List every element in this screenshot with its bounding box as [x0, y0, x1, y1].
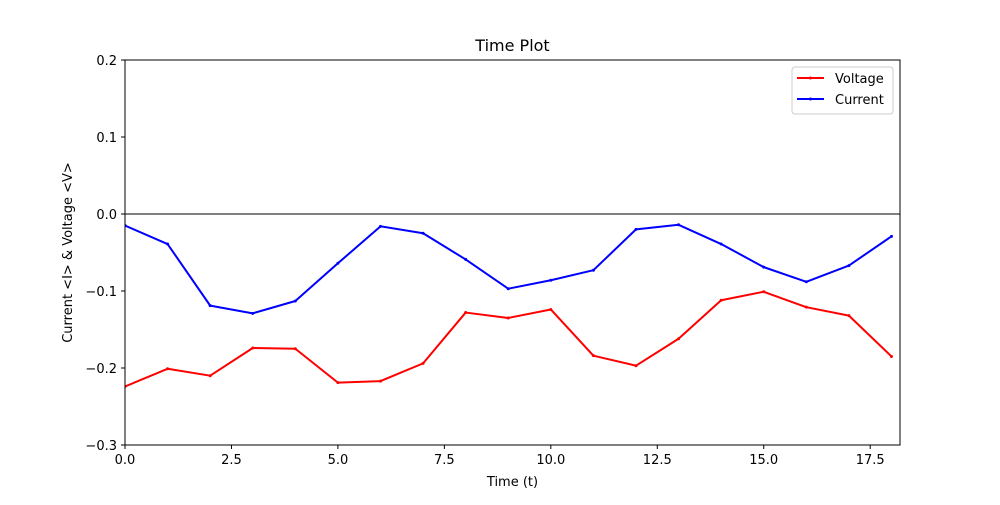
series-line-current — [125, 223, 893, 315]
data-point-current — [293, 299, 297, 303]
data-point-current — [549, 278, 553, 282]
data-point-current — [421, 231, 425, 235]
data-point-current — [166, 242, 170, 246]
data-point-voltage — [677, 337, 681, 341]
data-point-current — [208, 304, 212, 308]
data-point-voltage — [591, 354, 595, 358]
legend-label-voltage: Voltage — [835, 72, 884, 87]
plot-area — [125, 213, 900, 388]
x-tick-label: 5.0 — [328, 453, 349, 468]
y-tick-label: −0.1 — [85, 285, 117, 300]
y-axis-label: Current <I> & Voltage <V> — [61, 162, 76, 343]
data-point-voltage — [251, 346, 255, 350]
x-tick-label: 15.0 — [749, 453, 778, 468]
plot-frame — [124, 59, 901, 446]
y-tick-label: −0.2 — [85, 362, 117, 377]
data-point-voltage — [464, 311, 468, 315]
legend: Voltage Current — [791, 66, 894, 115]
chart-title: Time Plot — [474, 36, 549, 55]
data-point-voltage — [336, 381, 340, 385]
legend-marker-voltage — [809, 76, 812, 80]
y-tick-label: −0.3 — [85, 439, 117, 454]
data-point-voltage — [506, 316, 510, 320]
data-point-voltage — [549, 307, 553, 311]
data-point-voltage — [208, 374, 212, 378]
data-point-current — [804, 280, 808, 284]
y-tick-label: 0.2 — [96, 54, 117, 69]
data-point-voltage — [889, 354, 893, 358]
data-point-current — [506, 287, 510, 291]
x-tick-label: 17.5 — [856, 453, 885, 468]
y-tick-label: 0.1 — [96, 131, 117, 146]
data-point-voltage — [166, 367, 170, 371]
data-point-current — [634, 227, 638, 231]
data-point-voltage — [378, 379, 382, 383]
data-point-voltage — [847, 314, 851, 318]
data-point-current — [677, 223, 681, 227]
data-point-voltage — [762, 290, 766, 294]
x-axis-label: Time (t) — [486, 475, 538, 490]
data-point-current — [591, 268, 595, 272]
data-point-current — [889, 234, 893, 238]
y-tick-label: 0.0 — [96, 208, 117, 223]
data-point-voltage — [421, 361, 425, 365]
data-point-current — [464, 257, 468, 261]
x-tick-label: 7.5 — [434, 453, 455, 468]
data-point-current — [251, 311, 255, 315]
data-point-voltage — [293, 347, 297, 351]
legend-label-current: Current — [835, 93, 884, 108]
data-point-voltage — [634, 364, 638, 368]
data-point-current — [378, 224, 382, 228]
data-point-current — [336, 261, 340, 265]
x-tick-label: 12.5 — [643, 453, 672, 468]
data-point-current — [847, 264, 851, 268]
data-point-voltage — [719, 298, 723, 302]
x-tick-label: 0.0 — [115, 453, 136, 468]
data-point-current — [719, 242, 723, 246]
legend-marker-current — [809, 97, 812, 101]
series-line-voltage — [125, 290, 893, 388]
data-point-current — [762, 265, 766, 269]
data-point-voltage — [804, 305, 808, 309]
x-tick-label: 2.5 — [221, 453, 242, 468]
x-tick-label: 10.0 — [536, 453, 565, 468]
